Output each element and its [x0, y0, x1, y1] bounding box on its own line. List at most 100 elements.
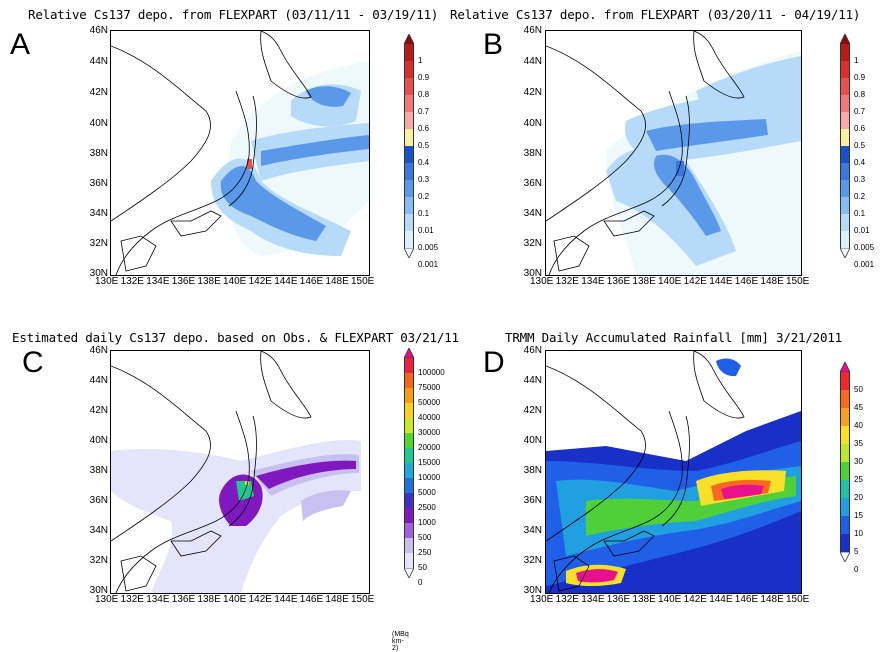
colorbar-tick-label: 25 — [854, 475, 863, 484]
panel-d-lon-130: 130E — [530, 594, 554, 605]
colorbar-segment — [404, 61, 414, 78]
panel-a-lon-130: 130E — [95, 276, 119, 287]
colorbar-segment — [840, 480, 850, 498]
colorbar-segment — [840, 146, 850, 163]
colorbar-tick-label: 0.001 — [418, 260, 439, 269]
colorbar-segment — [404, 180, 414, 197]
panel-c-lon-136: 136E — [171, 594, 196, 605]
panel-b-lon-130: 130E — [530, 276, 554, 287]
panel-a-lon-144: 144E — [274, 276, 298, 287]
panel-c-lon-138: 138E — [197, 594, 221, 605]
panel-a-lon-140: 140E — [223, 276, 247, 287]
panel-d-title: TRMM Daily Accumulated Rainfall [mm] 3/2… — [505, 330, 842, 345]
panel-c-lat-32: 32N — [89, 555, 108, 566]
panel-d-lon-136: 136E — [606, 594, 631, 605]
colorbar-segment — [840, 372, 850, 390]
colorbar-tick-label: 0.005 — [854, 243, 875, 252]
panel-c-lon-130: 130E — [95, 594, 119, 605]
panel-b-coastlines — [546, 31, 745, 275]
panel-b-title: Relative Cs137 depo. from FLEXPART (03/2… — [450, 7, 861, 22]
panel-a-lat-34: 34N — [89, 208, 108, 219]
panel-b-lat-36: 36N — [523, 178, 542, 189]
colorbar-segment — [404, 214, 414, 231]
colorbar-segment — [404, 418, 414, 433]
panel-c-title: Estimated daily Cs137 depo. based on Obs… — [12, 330, 459, 345]
colorbar-tick-label: 0.005 — [418, 243, 439, 252]
colorbar-tick-label: 0.01 — [854, 226, 870, 235]
panel-d-lon-142: 142E — [683, 594, 707, 605]
panel-c-lon-148: 148E — [325, 594, 349, 605]
panel-b-lon-140: 140E — [658, 276, 682, 287]
panel-b-lon-142: 142E — [683, 276, 707, 287]
panel-b-lat-46: 46N — [523, 25, 542, 36]
colorbar-tick-label: 0.01 — [418, 226, 434, 235]
panel-d-coastlines — [546, 351, 745, 593]
colorbar-segment — [404, 358, 414, 373]
colorbar-segment — [404, 129, 414, 146]
colorbar-bottom-arrow — [404, 248, 414, 258]
panel-a-map-svg — [111, 31, 369, 275]
colorbar-tick-label: 0.2 — [854, 192, 866, 201]
panel-a-lat-40: 40N — [89, 118, 108, 129]
colorbar-segment — [840, 444, 850, 462]
colorbar-tick-label: 500 — [418, 533, 432, 542]
panel-c-lat-42: 42N — [89, 405, 108, 416]
colorbar-tick-label: 0 — [854, 565, 859, 574]
colorbar-tick-label: 10 — [854, 529, 863, 538]
panel-a-coastlines — [111, 31, 312, 275]
colorbar-segment — [404, 112, 414, 129]
colorbar-tick-label: 0.9 — [418, 73, 430, 82]
colorbar-segment — [840, 112, 850, 129]
panel-a-lat-30: 30N — [89, 268, 108, 279]
panel-b-lon-132: 132E — [555, 276, 579, 287]
panel-c-lat-30: 30N — [89, 585, 108, 596]
panel-a-lon-142: 142E — [248, 276, 272, 287]
panel-b-lon-148: 148E — [760, 276, 784, 287]
panel-a-lat-36: 36N — [89, 178, 108, 189]
panel-b-lat-32: 32N — [523, 238, 542, 249]
colorbar-segment — [840, 197, 850, 214]
panel-c-letter: C — [22, 346, 44, 379]
colorbar-top-arrow — [840, 34, 850, 44]
colorbar-segment — [840, 408, 850, 426]
panel-b-map — [545, 30, 802, 276]
panel-b-lon-146: 146E — [734, 276, 759, 287]
colorbar-segment — [404, 448, 414, 463]
panel-c-lon-132: 132E — [120, 594, 144, 605]
colorbar-tick-label: 40 — [854, 421, 863, 430]
panel-c-lat-40: 40N — [89, 435, 108, 446]
panel-b-deposition-plume — [606, 51, 801, 275]
colorbar-tick-label: 40000 — [418, 413, 441, 422]
colorbar-tick-label: 0.7 — [418, 107, 430, 116]
panel-a-lon-134: 134E — [146, 276, 170, 287]
colorbar-tick-label: 75000 — [418, 383, 441, 392]
colorbar-segment — [840, 231, 850, 248]
colorbar-segment — [840, 516, 850, 534]
panel-d-lat-42: 42N — [523, 405, 542, 416]
panel-d-lat-36: 36N — [523, 495, 542, 506]
colorbar-tick-label: 50 — [418, 563, 427, 572]
panel-c-coastlines — [111, 351, 312, 593]
colorbar-segment — [404, 146, 414, 163]
panel-d-lon-134: 134E — [581, 594, 605, 605]
panel-d-lat-38: 38N — [523, 465, 542, 476]
panel-d-lon-146: 146E — [734, 594, 759, 605]
panel-b-lon-150: 150E — [786, 276, 810, 287]
panel-c-lat-44: 44N — [89, 375, 108, 386]
colorbar-bottom-arrow — [840, 248, 850, 258]
colorbar-segment — [404, 553, 414, 568]
colorbar-segment — [404, 463, 414, 478]
colorbar-tick-label: 100000 — [418, 368, 445, 377]
panel-c-lat-38: 38N — [89, 465, 108, 476]
panel-b-lat-44: 44N — [523, 56, 542, 67]
panel-d-lat-30: 30N — [523, 585, 542, 596]
colorbar-segment — [404, 523, 414, 538]
colorbar-tick-label: 30000 — [418, 428, 441, 437]
colorbar-segment — [404, 231, 414, 248]
panel-d-map-svg — [546, 351, 801, 593]
panel-a-title: Relative Cs137 depo. from FLEXPART (03/1… — [28, 7, 439, 22]
colorbar-tick-label: 250 — [418, 548, 432, 557]
colorbar-segment — [404, 403, 414, 418]
colorbar-tick-label: 0.8 — [854, 90, 866, 99]
panel-b-lat-42: 42N — [523, 87, 542, 98]
